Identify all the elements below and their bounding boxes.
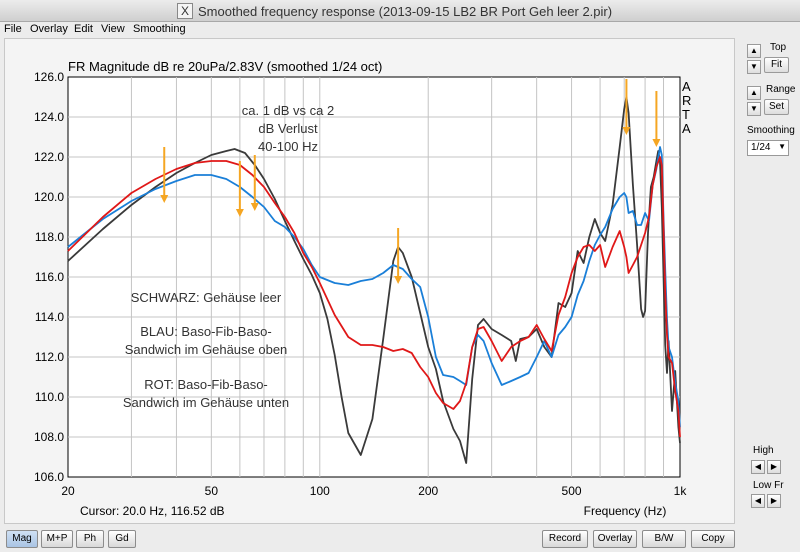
y-tick-label: 120.0: [34, 190, 64, 204]
top-down-button[interactable]: ▼: [747, 60, 761, 74]
chevron-down-icon: ▼: [778, 142, 786, 151]
menu-file[interactable]: File: [4, 23, 22, 35]
overlay-button[interactable]: Overlay: [593, 530, 637, 548]
annotation-arrow: [394, 228, 403, 284]
y-tick-label: 106.0: [34, 470, 64, 484]
copy-button[interactable]: Copy: [691, 530, 735, 548]
annotation-line-6: Sandwich im Gehäuse oben: [125, 342, 288, 357]
chart-title: FR Magnitude dB re 20uPa/2.83V (smoothed…: [68, 59, 382, 74]
annotation-arrows: [160, 79, 661, 284]
annotation-arrow: [250, 155, 259, 211]
range-down-button[interactable]: ▼: [747, 102, 761, 116]
x-tick-label: 100: [310, 484, 330, 498]
smoothing-label: Smoothing: [747, 125, 795, 136]
brand-letter-t: T: [682, 107, 690, 122]
y-tick-label: 108.0: [34, 430, 64, 444]
smoothing-value: 1/24: [751, 142, 771, 153]
annotation-line-2: dB Verlust: [258, 121, 318, 136]
top-up-button[interactable]: ▲: [747, 44, 761, 58]
menu-smoothing[interactable]: Smoothing: [133, 23, 186, 35]
plot-panel[interactable]: 20 50 100 200 500 1k 106.0 108.0 110.0 112.0 114.…: [4, 38, 735, 524]
x-tick-label: 1k: [674, 484, 688, 498]
annotation-line-7: ROT: Baso-Fib-Baso-: [144, 377, 268, 392]
annotation-line-4: SCHWARZ: Gehäuse leer: [131, 290, 282, 305]
title-bar[interactable]: X Smoothed frequency response (2013-09-1…: [0, 0, 800, 22]
bottom-toolbar: Mag M+P Ph Gd Record Overlay B/W Copy: [0, 526, 800, 552]
menu-overlay[interactable]: Overlay: [30, 23, 68, 35]
cursor-readout: Cursor: 20.0 Hz, 116.52 dB: [80, 504, 225, 518]
y-tick-label: 118.0: [35, 230, 64, 244]
annotation-line-1: ca. 1 dB vs ca 2: [242, 103, 335, 118]
y-tick-label: 116.0: [35, 270, 64, 284]
y-tick-label: 112.0: [35, 350, 64, 364]
fit-button[interactable]: Fit: [764, 57, 789, 73]
y-tick-label: 114.0: [35, 310, 64, 324]
series-group: [67, 96, 681, 464]
menu-view[interactable]: View: [101, 23, 125, 35]
x11-app-icon: X: [177, 3, 193, 19]
gd-button[interactable]: Gd: [108, 530, 136, 548]
x-tick-label: 500: [562, 484, 582, 498]
smoothing-select[interactable]: 1/24 ▼: [747, 140, 789, 156]
range-up-button[interactable]: ▲: [747, 86, 761, 100]
frequency-response-chart[interactable]: 20 50 100 200 500 1k 106.0 108.0 110.0 112.0 114.…: [5, 39, 736, 525]
grid: [68, 77, 680, 477]
x-axis: 20 50 100 200 500 1k: [61, 484, 687, 498]
annotation-line-3: 40-100 Hz: [258, 139, 318, 154]
mag-button[interactable]: Mag: [6, 530, 38, 548]
annotation-line-5: BLAU: Baso-Fib-Baso-: [140, 324, 272, 339]
set-button[interactable]: Set: [764, 99, 789, 115]
annotation-arrow: [235, 161, 244, 217]
brand-letter-a1: A: [682, 79, 691, 94]
x-tick-label: 50: [205, 484, 219, 498]
y-tick-label: 124.0: [34, 110, 64, 124]
high-right-button[interactable]: ▶: [767, 460, 781, 474]
x-axis-label: Frequency (Hz): [584, 504, 667, 518]
annotation-text: ca. 1 dB vs ca 2 dB Verlust 40-100 Hz SC…: [123, 103, 334, 410]
series-line-red: [67, 156, 681, 438]
high-label: High: [753, 445, 774, 456]
x-tick-label: 20: [61, 484, 75, 498]
record-button[interactable]: Record: [542, 530, 588, 548]
y-tick-label: 110.0: [35, 390, 64, 404]
brand-letter-a2: A: [682, 121, 691, 136]
x-tick-label: 200: [418, 484, 438, 498]
menu-edit[interactable]: Edit: [74, 23, 93, 35]
brand-letter-r: R: [682, 93, 691, 108]
window-title: Smoothed frequency response (2013-09-15 …: [198, 4, 613, 19]
right-sidebar: Top ▲ ▼ Fit Range ▲ ▼ Set Smoothing 1/24…: [737, 38, 800, 524]
high-left-button[interactable]: ◀: [751, 460, 765, 474]
y-axis: 106.0 108.0 110.0 112.0 114.0 116.0 118.0 120.0…: [34, 70, 64, 484]
arta-brand: A R T A: [682, 79, 691, 136]
top-label: Top: [770, 42, 787, 53]
annotation-arrow: [622, 79, 631, 135]
lowfr-label: Low Fr: [753, 480, 784, 491]
menu-bar: File Overlay Edit View Smoothing: [0, 22, 800, 38]
mp-button[interactable]: M+P: [41, 530, 73, 548]
y-tick-label: 122.0: [34, 150, 64, 164]
y-tick-label: 126.0: [34, 70, 64, 84]
range-label: Range: [766, 84, 796, 95]
annotation-arrow: [652, 91, 661, 147]
annotation-arrow: [160, 147, 169, 203]
lowfr-left-button[interactable]: ◀: [751, 494, 765, 508]
bw-button[interactable]: B/W: [642, 530, 686, 548]
annotation-line-8: Sandwich im Gehäuse unten: [123, 395, 289, 410]
ph-button[interactable]: Ph: [76, 530, 104, 548]
lowfr-right-button[interactable]: ▶: [767, 494, 781, 508]
